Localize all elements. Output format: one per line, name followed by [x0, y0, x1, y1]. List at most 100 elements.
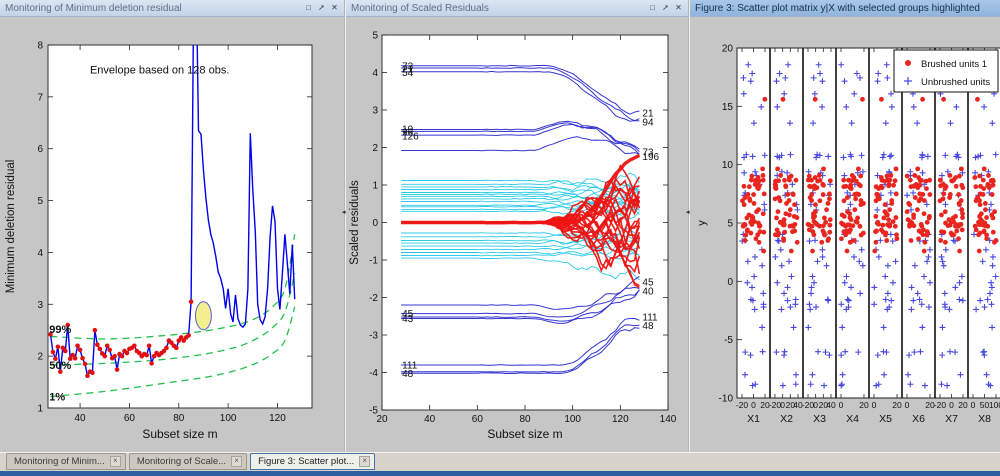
- panel-titlebar[interactable]: Monitoring of Minimum deletion residual …: [0, 0, 344, 17]
- svg-text:-2: -2: [369, 293, 378, 304]
- svg-text:60: 60: [124, 413, 136, 424]
- svg-text:73: 73: [642, 148, 654, 159]
- residuals-plot[interactable]: 20 40 60 80 100 120 140-5-4-3-2-1012345Subset …: [346, 16, 688, 452]
- svg-text:20: 20: [760, 400, 770, 410]
- close-icon[interactable]: ✕: [331, 3, 338, 12]
- svg-text:-4: -4: [369, 368, 378, 379]
- mdr-plot-canvas[interactable]: 40 60 80 100 120 1 2 3 4 5 6 7 8 Subset size m Minimum…: [0, 16, 344, 452]
- undock-icon[interactable]: ➚: [318, 3, 325, 12]
- svg-text:0: 0: [751, 400, 756, 410]
- svg-text:15: 15: [722, 102, 734, 113]
- tab-close-icon[interactable]: ×: [359, 456, 371, 467]
- svg-text:100: 100: [564, 414, 581, 425]
- svg-text:X4: X4: [846, 413, 859, 425]
- svg-text:21: 21: [642, 109, 654, 120]
- panel-scatter-matrix: Figure 3: Scatter plot matrix y|X with s…: [690, 0, 1000, 452]
- trajectories: [401, 64, 641, 375]
- panel-titlebar[interactable]: Figure 3: Scatter plot matrix y|X with s…: [690, 0, 1000, 17]
- tab-close-icon[interactable]: ×: [231, 456, 243, 467]
- tab-close-icon[interactable]: ×: [109, 456, 121, 467]
- svg-text:19: 19: [402, 124, 414, 135]
- svg-text:3: 3: [372, 106, 378, 117]
- splitter-2[interactable]: ◂: [686, 0, 691, 452]
- panel-scaled-residuals: Monitoring of Scaled Residuals □ ➚ ✕ 2 0 4…: [346, 0, 688, 452]
- splitter-collapse-icon[interactable]: ◂: [686, 209, 690, 216]
- svg-text:1: 1: [37, 404, 43, 415]
- svg-text:20: 20: [958, 400, 968, 410]
- svg-text:0: 0: [905, 400, 910, 410]
- svg-text:45: 45: [402, 309, 414, 320]
- brushed-markers: [48, 299, 194, 379]
- panel-title: Monitoring of Minimum deletion residual: [5, 2, 182, 14]
- svg-text:20: 20: [819, 400, 829, 410]
- window-controls: □ ➚ ✕: [302, 2, 344, 14]
- splitter-collapse-icon[interactable]: ◂: [342, 209, 346, 216]
- panel-min-deletion-residual: Monitoring of Minimum deletion residual …: [0, 0, 344, 452]
- svg-text:4: 4: [372, 68, 378, 79]
- panel-title: Figure 3: Scatter plot matrix y|X with s…: [695, 2, 980, 14]
- residuals-plot-canvas[interactable]: 20 40 60 80 100 120 140 -5 -4 -3 -2 -1 0 1 2 3 4 5 Subset …: [346, 16, 688, 452]
- close-icon[interactable]: ✕: [675, 3, 682, 12]
- svg-text:196: 196: [642, 152, 659, 163]
- svg-text:0: 0: [813, 400, 818, 410]
- svg-text:2: 2: [372, 143, 378, 154]
- svg-text:2: 2: [37, 352, 43, 363]
- svg-text:111: 111: [402, 361, 418, 372]
- svg-text:94: 94: [642, 118, 654, 129]
- svg-text:Minimum deletion residual: Minimum deletion residual: [5, 160, 17, 294]
- svg-text:43: 43: [402, 314, 414, 325]
- tab-monitoring-minimum[interactable]: Monitoring of Minim... ×: [6, 453, 126, 470]
- tab-figure3-scatter[interactable]: Figure 3: Scatter plot... ×: [250, 453, 376, 470]
- highlight-ellipse[interactable]: [195, 301, 212, 331]
- tab-label: Monitoring of Scale...: [136, 456, 227, 467]
- svg-text:40: 40: [75, 413, 87, 424]
- scatter-matrix-canvas[interactable]: 20 15 10 5 0 -5 -10 -20 0 20 X1 -20 0 20 40 X2 -20 0 20 40 X…: [690, 16, 1000, 452]
- svg-text:140: 140: [660, 414, 677, 425]
- splitter-1[interactable]: ◂: [342, 0, 347, 452]
- svg-text:0: 0: [372, 218, 378, 229]
- svg-text:X8: X8: [978, 413, 991, 425]
- svg-text:0: 0: [839, 400, 844, 410]
- svg-text:111: 111: [642, 313, 658, 324]
- undock-icon[interactable]: ➚: [662, 3, 669, 12]
- svg-text:X6: X6: [912, 413, 925, 425]
- svg-text:Subset size m: Subset size m: [487, 427, 562, 441]
- svg-text:54: 54: [402, 68, 414, 79]
- svg-text:y: y: [696, 220, 708, 226]
- legend[interactable]: Brushed units 1 Unbrushed units: [893, 49, 999, 93]
- svg-text:126: 126: [402, 131, 419, 142]
- mdr-plot[interactable]: 40 60 80 100 120 1 2 3 4 5 6 7 8 Subset size m Minimum…: [0, 16, 344, 452]
- svg-text:20: 20: [722, 44, 734, 55]
- svg-text:80: 80: [173, 413, 185, 424]
- svg-text:0: 0: [872, 400, 877, 410]
- svg-text:20: 20: [859, 400, 869, 410]
- svg-text:5: 5: [727, 219, 733, 230]
- svg-text:X3: X3: [813, 413, 826, 425]
- svg-text:-20: -20: [802, 400, 815, 410]
- svg-text:0: 0: [727, 277, 733, 288]
- svg-text:X7: X7: [945, 413, 958, 425]
- panel-titlebar[interactable]: Monitoring of Scaled Residuals □ ➚ ✕: [346, 0, 688, 17]
- svg-text:4: 4: [37, 248, 43, 259]
- svg-text:1%: 1%: [49, 392, 65, 404]
- svg-text:60: 60: [472, 414, 484, 425]
- maximize-icon[interactable]: □: [650, 3, 655, 12]
- scatter-points: [739, 61, 999, 389]
- svg-text:7: 7: [37, 92, 43, 103]
- svg-text:Brushed units 1: Brushed units 1: [921, 59, 987, 70]
- svg-text:40: 40: [642, 286, 654, 297]
- svg-text:0: 0: [971, 400, 976, 410]
- svg-text:Unbrushed units: Unbrushed units: [921, 77, 990, 88]
- svg-text:50%: 50%: [49, 360, 71, 372]
- tab-label: Monitoring of Minim...: [14, 456, 105, 467]
- svg-text:45: 45: [642, 277, 654, 288]
- tab-monitoring-scaled[interactable]: Monitoring of Scale... ×: [128, 453, 248, 470]
- svg-text:73: 73: [402, 61, 414, 72]
- svg-text:20: 20: [892, 400, 902, 410]
- svg-text:40: 40: [793, 400, 803, 410]
- svg-text:50: 50: [980, 400, 990, 410]
- maximize-icon[interactable]: □: [306, 3, 311, 12]
- svg-text:-20: -20: [934, 400, 947, 410]
